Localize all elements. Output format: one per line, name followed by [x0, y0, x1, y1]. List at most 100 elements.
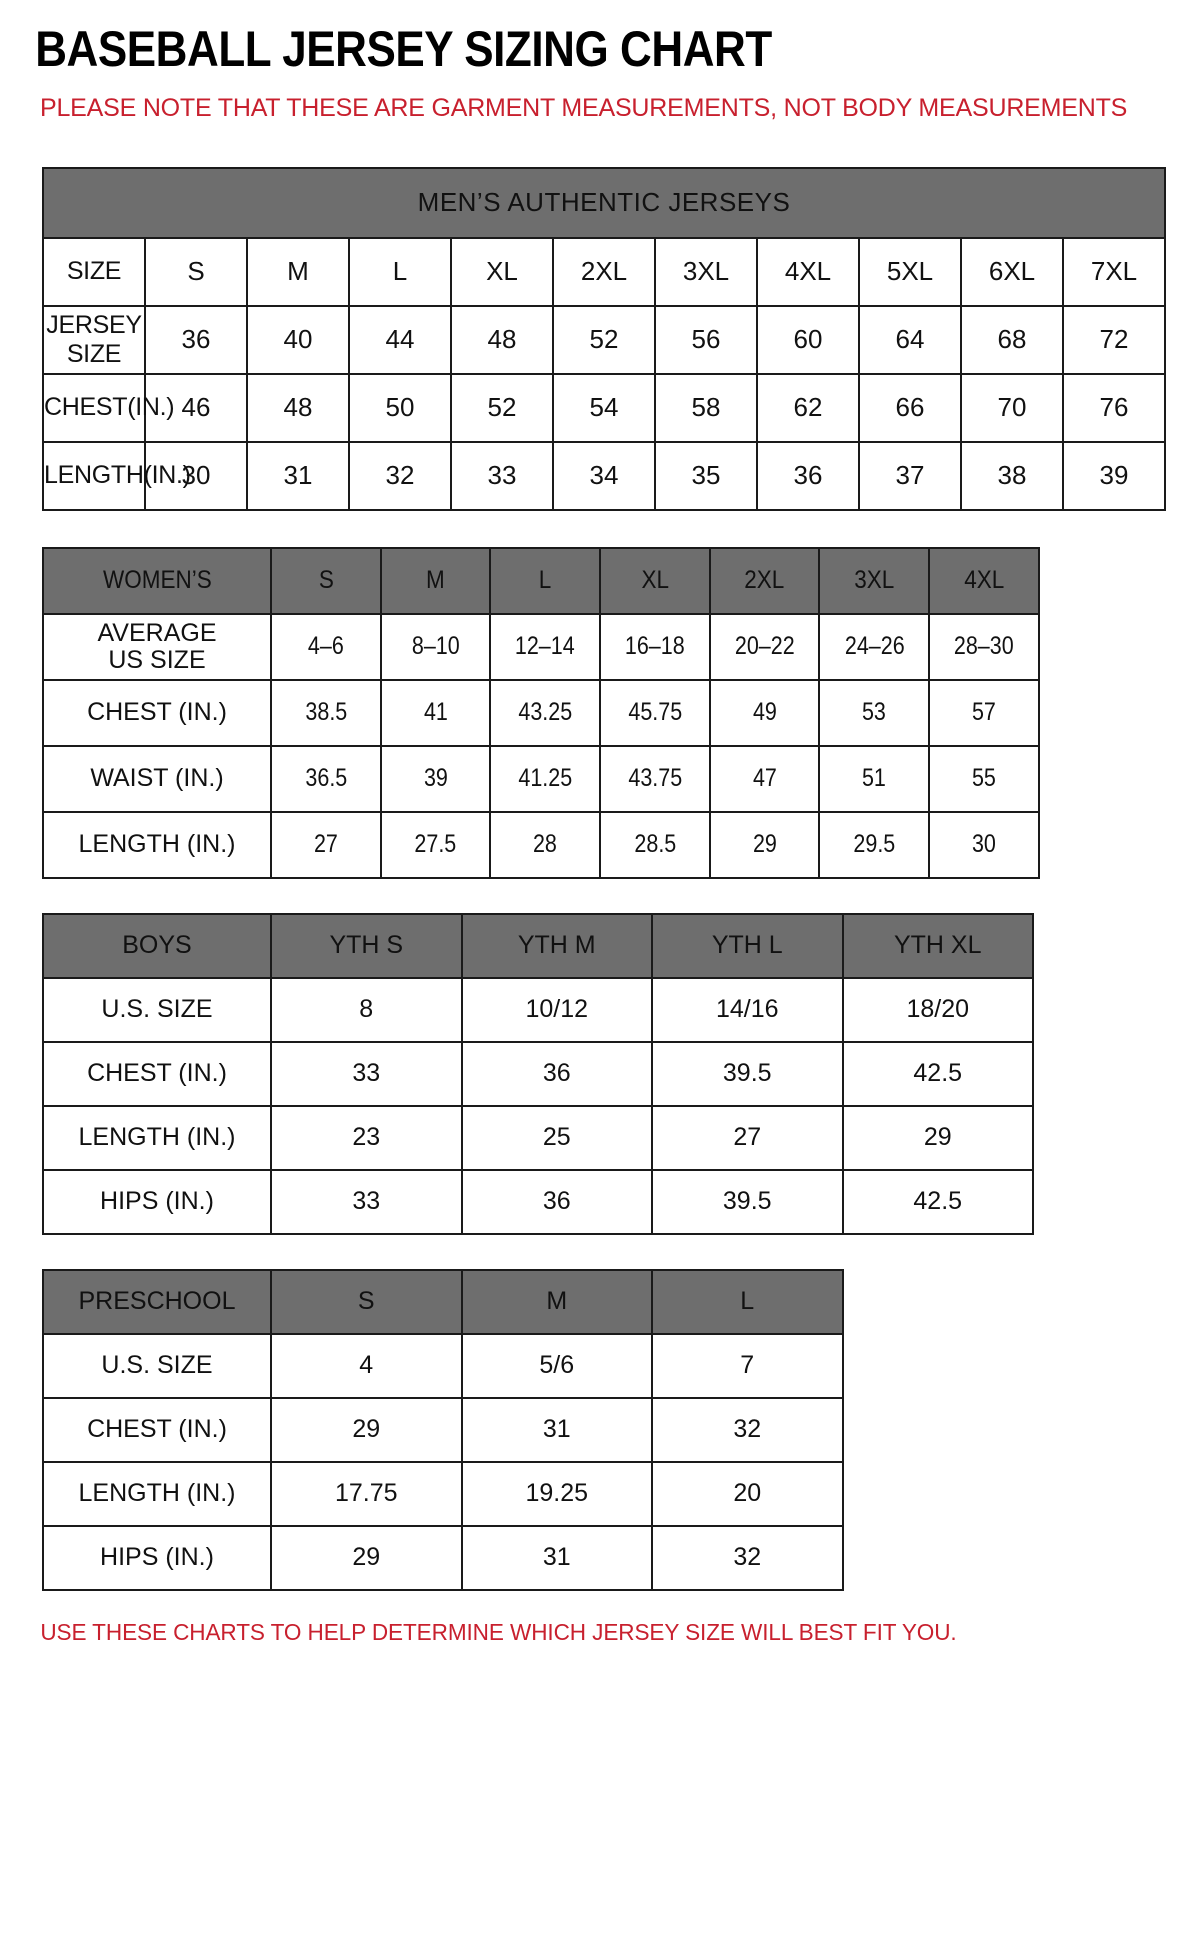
- cell: 25: [460, 1104, 653, 1171]
- cell: 4–6: [270, 612, 382, 681]
- value: 27.5: [414, 830, 457, 858]
- value: 43.25: [518, 698, 573, 726]
- column-header-2xl: 2XL: [552, 236, 656, 307]
- cell: 44: [348, 304, 452, 375]
- row-label-us-size: U.S. SIZE: [42, 1332, 272, 1399]
- value: 16–18: [625, 632, 685, 660]
- value: 28: [533, 830, 558, 858]
- cell: 33: [270, 1040, 463, 1107]
- column-header-s: S: [270, 546, 382, 615]
- cell: 30: [928, 810, 1040, 879]
- spacer: [0, 879, 1200, 913]
- footer-note: USE THESE CHARTS TO HELP DETERMINE WHICH…: [40, 1618, 957, 1645]
- table-row: AVERAGE US SIZE 4–6 8–10 12–14 16–18 20–…: [42, 612, 1040, 681]
- column-header-yth-m: YTH M: [460, 912, 653, 979]
- column-header-yth-l: YTH L: [651, 912, 844, 979]
- spacer: [0, 125, 1200, 167]
- table-row: SIZE S M L XL 2XL 3XL 4XL 5XL 6XL 7XL: [42, 236, 1166, 307]
- value: 8–10: [411, 632, 460, 660]
- cell: 5/6: [460, 1332, 653, 1399]
- table-row: HIPS (IN.) 29 31 32: [42, 1524, 844, 1591]
- cell: 38: [960, 440, 1064, 511]
- cell: 20–22: [708, 612, 821, 681]
- table-row: WOMEN’S S M L XL 2XL 3XL 4XL: [42, 546, 1040, 615]
- row-label-waist: WAIST (IN.): [42, 744, 272, 813]
- cell: 47: [708, 744, 821, 813]
- value: 38.5: [304, 698, 347, 726]
- cell: 43.75: [599, 744, 711, 813]
- column-header-m: M: [460, 1268, 653, 1335]
- cell: 12–14: [489, 612, 602, 681]
- cell: 29: [841, 1104, 1034, 1171]
- cell: 27.5: [379, 810, 492, 879]
- value: 28–30: [954, 632, 1014, 660]
- table-row: BOYS YTH S YTH M YTH L YTH XL: [42, 912, 1034, 979]
- cell: 20: [651, 1460, 844, 1527]
- table-row: U.S. SIZE 4 5/6 7: [42, 1332, 844, 1399]
- value: 4–6: [307, 632, 344, 660]
- cell: 23: [270, 1104, 463, 1171]
- cell: 56: [654, 304, 758, 375]
- value: 47: [752, 764, 777, 792]
- table-row: LENGTH(IN.) 30 31 32 33 34 35 36 37 38 3…: [42, 440, 1166, 511]
- preschool-sizing-table: PRESCHOOL S M L U.S. SIZE 4 5/6 7 CHEST …: [42, 1268, 844, 1591]
- row-label-jersey-size: JERSEY SIZE: [42, 304, 146, 375]
- row-label-length: LENGTH(IN.): [42, 440, 191, 511]
- cell: 32: [348, 440, 452, 511]
- row-label-us-size: U.S. SIZE: [42, 976, 272, 1043]
- cell: 32: [651, 1396, 844, 1463]
- value: 29: [752, 830, 777, 858]
- cell: 39: [379, 744, 492, 813]
- row-label-chest: CHEST (IN.): [42, 1040, 272, 1107]
- column-header-womens: WOMEN’S: [42, 546, 272, 615]
- cell: 28: [489, 810, 602, 879]
- column-header-s: S: [270, 1268, 463, 1335]
- row-label-chest: CHEST(IN.): [42, 372, 175, 443]
- row-label-hips: HIPS (IN.): [42, 1524, 272, 1591]
- cell: 43.25: [489, 678, 602, 747]
- cell: 4: [270, 1332, 463, 1399]
- cell: 46: [144, 372, 248, 443]
- value: 12–14: [515, 632, 576, 660]
- cell: 62: [756, 372, 860, 443]
- cell: 8: [270, 976, 463, 1043]
- cell: 41: [379, 678, 492, 747]
- label: XL: [641, 566, 669, 594]
- column-header-4xl: 4XL: [756, 236, 860, 307]
- table-row: CHEST (IN.) 33 36 39.5 42.5: [42, 1040, 1034, 1107]
- column-header-preschool: PRESCHOOL: [42, 1268, 272, 1335]
- row-label-line1: AVERAGE: [97, 618, 217, 647]
- cell: 31: [246, 440, 350, 511]
- value: 29.5: [853, 830, 896, 858]
- value: 27: [313, 830, 338, 858]
- column-header-s: S: [144, 236, 248, 307]
- label: L: [538, 566, 552, 594]
- value: 28.5: [633, 830, 676, 858]
- column-header-7xl: 7XL: [1062, 236, 1166, 307]
- cell: 39.5: [651, 1168, 844, 1235]
- value: 49: [752, 698, 777, 726]
- column-header-m: M: [379, 546, 492, 615]
- table-row: CHEST(IN.) 46 48 50 52 54 58 62 66 70 76: [42, 372, 1166, 443]
- label: 4XL: [963, 566, 1004, 594]
- boys-sizing-table: BOYS YTH S YTH M YTH L YTH XL U.S. SIZE …: [42, 912, 1034, 1235]
- row-label-length: LENGTH (IN.): [42, 1460, 272, 1527]
- cell: 55: [928, 744, 1040, 813]
- value: 36.5: [304, 764, 347, 792]
- table-row: U.S. SIZE 8 10/12 14/16 18/20: [42, 976, 1034, 1043]
- cell: 28.5: [599, 810, 711, 879]
- value: 57: [972, 698, 996, 726]
- column-header-l: L: [489, 546, 602, 615]
- cell: 29.5: [818, 810, 931, 879]
- cell: 34: [552, 440, 656, 511]
- value: 43.75: [628, 764, 682, 792]
- cell: 36: [756, 440, 860, 511]
- cell: 64: [858, 304, 962, 375]
- value: 41: [423, 698, 448, 726]
- page-title: BASEBALL JERSEY SIZING CHART: [35, 21, 772, 77]
- label: M: [426, 566, 445, 594]
- cell: 39: [1062, 440, 1166, 511]
- cell: 33: [270, 1168, 463, 1235]
- table-row: LENGTH (IN.) 17.75 19.25 20: [42, 1460, 844, 1527]
